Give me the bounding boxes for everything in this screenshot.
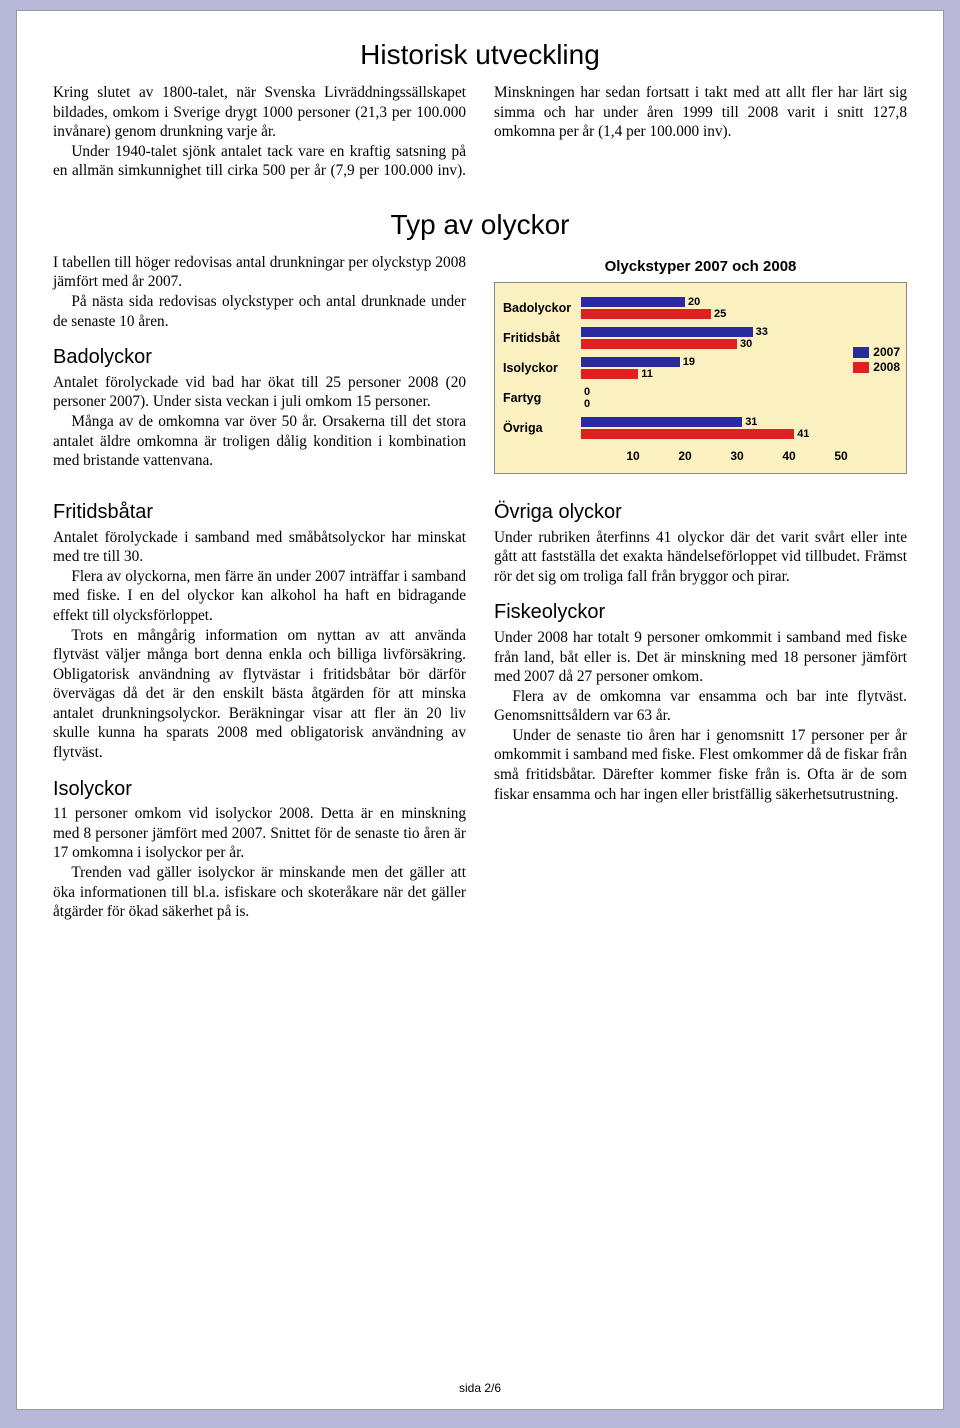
x-axis-tick: 50	[834, 449, 847, 464]
page: Historisk utveckling Kring slutet av 180…	[16, 10, 944, 1410]
chart: BadolyckorFritidsbåtIsolyckorFartygÖvrig…	[494, 282, 907, 474]
chart-container: Olyckstyper 2007 och 2008 BadolyckorFrit…	[494, 257, 907, 474]
chart-bar: 31	[581, 417, 742, 427]
legend-label: 2008	[873, 360, 900, 375]
typ-intro-p1: I tabellen till höger redovisas antal dr…	[53, 253, 466, 292]
chart-category-label: Badolyckor	[503, 293, 581, 323]
ovriga-head: Övriga olyckor	[494, 500, 907, 526]
fiske-p3: Under de senaste tio åren har i genomsni…	[494, 726, 907, 804]
chart-bar: 11	[581, 369, 638, 379]
fiske-p2: Flera av de omkomna var ensamma och bar …	[494, 687, 907, 726]
chart-category-label: Övriga	[503, 413, 581, 443]
chart-bar: 33	[581, 327, 753, 337]
x-axis-tick: 40	[782, 449, 795, 464]
chart-bar-value: 30	[737, 337, 752, 351]
chart-bar-value: 19	[680, 355, 695, 369]
x-axis-tick: 10	[626, 449, 639, 464]
chart-bar: 30	[581, 339, 737, 349]
legend-swatch	[853, 362, 869, 373]
fiske-p1: Under 2008 har totalt 9 personer omkommi…	[494, 628, 907, 687]
chart-bar-value: 41	[794, 427, 809, 441]
isolyckor-p2: Trenden vad gäller isolyckor är minskand…	[53, 863, 466, 922]
legend-item: 2007	[853, 345, 900, 360]
left-col-2: Fritidsbåtar Antalet förolyckade i samba…	[53, 486, 466, 922]
chart-category-label: Fritidsbåt	[503, 323, 581, 353]
chart-bar-value: 33	[753, 325, 768, 339]
chart-bar: 19	[581, 357, 680, 367]
typ-right-col: Olyckstyper 2007 och 2008 BadolyckorFrit…	[494, 253, 907, 474]
chart-category-label: Isolyckor	[503, 353, 581, 383]
legend-swatch	[853, 347, 869, 358]
chart-bar-value: 20	[685, 295, 700, 309]
badolyckor-p2: Många av de omkomna var över 50 år. Orsa…	[53, 412, 466, 471]
legend-item: 2008	[853, 360, 900, 375]
typ-intro-p2: På nästa sida redovisas olyckstyper och …	[53, 292, 466, 331]
historisk-p1: Kring slutet av 1800-talet, när Svenska …	[53, 83, 466, 142]
historisk-section: Kring slutet av 1800-talet, när Svenska …	[53, 83, 907, 181]
ovriga-p1: Under rubriken återfinns 41 olyckor där …	[494, 528, 907, 587]
chart-bar: 25	[581, 309, 711, 319]
x-axis-tick: 20	[678, 449, 691, 464]
typ-title: Typ av olyckor	[53, 209, 907, 241]
legend-label: 2007	[873, 345, 900, 360]
chart-bar-value: 0	[581, 397, 590, 411]
isolyckor-p1: 11 personer omkom vid isolyckor 2008. De…	[53, 804, 466, 863]
fiske-head: Fiskeolyckor	[494, 600, 907, 626]
typ-left-col: I tabellen till höger redovisas antal dr…	[53, 253, 466, 474]
fritidsbatar-p2: Flera av olyckorna, men färre än under 2…	[53, 567, 466, 626]
chart-bar-value: 31	[742, 415, 757, 429]
fritidsbatar-head: Fritidsbåtar	[53, 500, 466, 526]
chart-bar: 41	[581, 429, 794, 439]
x-axis-tick: 30	[730, 449, 743, 464]
badolyckor-p1: Antalet förolyckade vid bad har ökat til…	[53, 373, 466, 412]
fritidsbatar-p3: Trots en mångårig information om nyttan …	[53, 626, 466, 763]
chart-bar-value: 25	[711, 307, 726, 321]
date-label: 2009-01-15	[0, 1352, 2, 1408]
chart-bar: 20	[581, 297, 685, 307]
badolyckor-head: Badolyckor	[53, 345, 466, 371]
main-title: Historisk utveckling	[53, 39, 907, 71]
chart-bar-value: 11	[638, 367, 653, 381]
chart-title: Olyckstyper 2007 och 2008	[494, 257, 907, 276]
chart-category-label: Fartyg	[503, 383, 581, 413]
fritidsbatar-p1: Antalet förolyckade i samband med småbåt…	[53, 528, 466, 567]
right-col-2: Övriga olyckor Under rubriken återfinns …	[494, 486, 907, 922]
page-footer: sida 2/6	[17, 1381, 943, 1395]
isolyckor-head: Isolyckor	[53, 777, 466, 803]
